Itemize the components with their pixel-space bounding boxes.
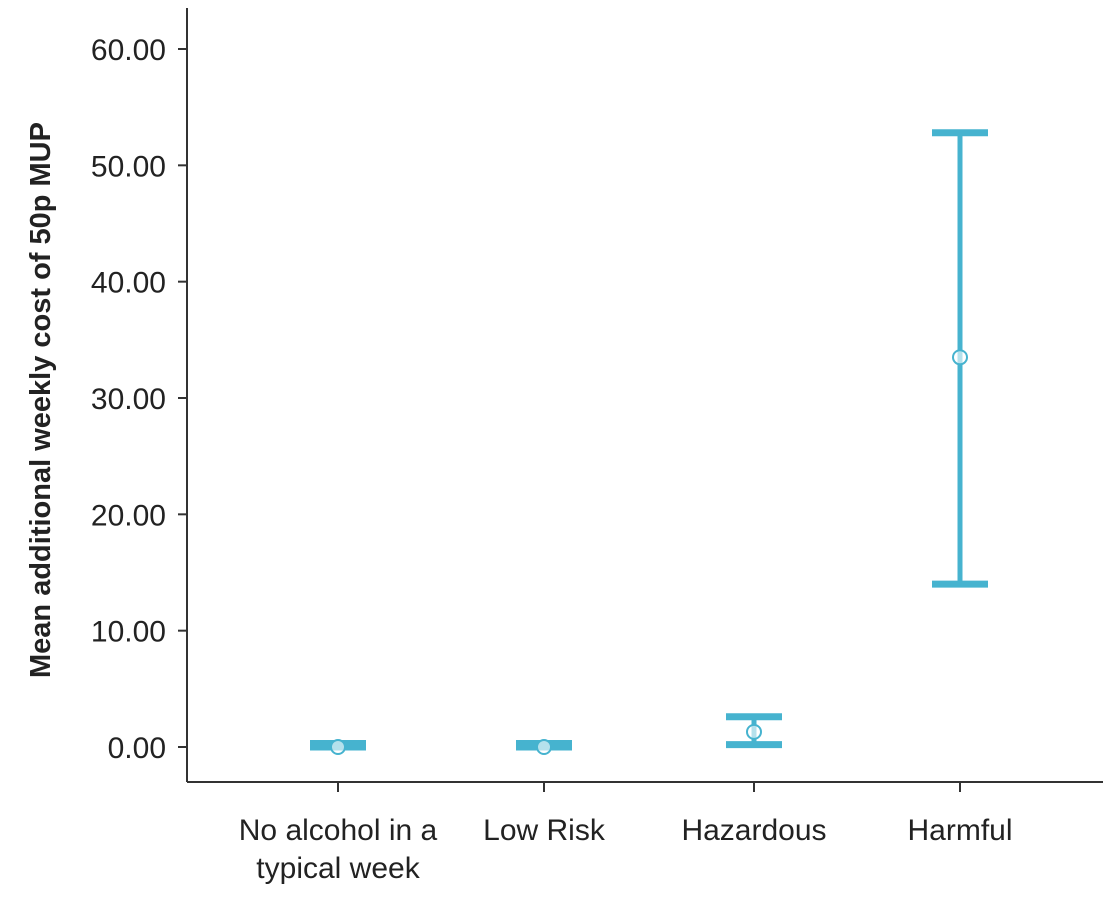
y-tick-label: 30.00 [91, 383, 166, 416]
y-tick-label: 0.00 [108, 732, 166, 765]
x-category-label: No alcohol in a typical week [239, 814, 438, 885]
y-tick-label: 60.00 [91, 34, 166, 67]
x-category-label: Hazardous [681, 814, 826, 847]
x-category-label: Low Risk [483, 814, 606, 847]
y-tick-label: 50.00 [91, 150, 166, 183]
x-category-label: Harmful [907, 814, 1012, 847]
mean-marker [330, 739, 346, 755]
mean-marker [952, 349, 968, 366]
mean-marker [536, 739, 552, 755]
chart-marks [310, 129, 988, 755]
mean-marker [746, 723, 762, 740]
y-tick-label: 40.00 [91, 267, 166, 300]
y-axis-title: Mean additional weekly cost of 50p MUP [25, 122, 57, 678]
y-tick-label: 10.00 [91, 616, 166, 649]
y-tick-label: 20.00 [91, 499, 166, 532]
axes: 0.00 10.00 20.00 30.00 40.00 50.00 60.00 No alc… [91, 8, 1103, 885]
